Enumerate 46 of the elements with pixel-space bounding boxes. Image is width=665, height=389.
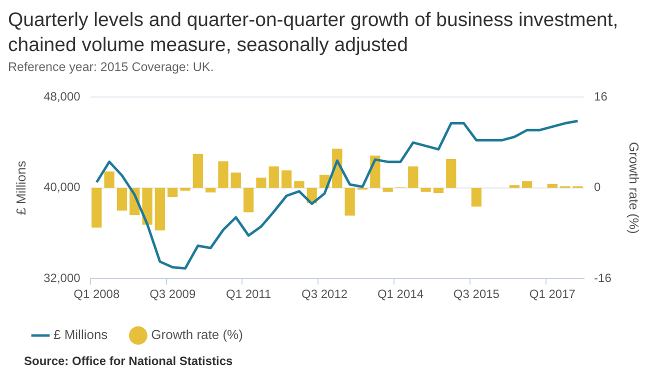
- x-tick-label: Q3 2009: [150, 287, 196, 302]
- y-axis-title: £ Millions: [13, 160, 28, 215]
- x-tick-label: Q1 2017: [529, 287, 576, 302]
- chart-title: Quarterly levels and quarter-on-quarter growth of business investment, chained volume measure, seasonally adjusted: [8, 8, 620, 58]
- y-tick-label: 40,000: [44, 180, 81, 194]
- x-tick-label: Q3 2012: [301, 287, 348, 302]
- bar: [230, 172, 241, 188]
- bar: [142, 188, 152, 225]
- x-tick-label: Q1 2011: [226, 287, 272, 302]
- bar: [192, 154, 203, 188]
- chart-subtitle: Reference year: 2015 Coverage: UK.: [8, 60, 214, 74]
- bar: [446, 158, 456, 188]
- y2-tick-label: -16: [594, 270, 612, 285]
- x-tick-label: Q1 2014: [377, 287, 424, 302]
- bar: [256, 178, 266, 188]
- bar: [382, 188, 393, 192]
- bar: [420, 188, 431, 192]
- bar: [92, 188, 102, 228]
- source-note: Source: Office for National Statistics: [24, 354, 233, 368]
- bar: [268, 166, 279, 188]
- y2-axis-title: Growth rate (%): [626, 142, 642, 234]
- bar: [180, 188, 190, 191]
- bar: [408, 166, 418, 188]
- bar: [509, 185, 520, 188]
- x-tick-label: Q1 2008: [74, 287, 120, 302]
- y2-tick-label: 0: [594, 180, 602, 194]
- legend-label: Growth rate (%): [151, 327, 243, 342]
- bar: [281, 170, 292, 188]
- bar: [243, 188, 254, 212]
- y-tick-label: 32,000: [44, 270, 81, 285]
- bar: [116, 188, 128, 211]
- bar: [471, 188, 482, 207]
- bar: [104, 171, 114, 188]
- bar: [547, 184, 558, 188]
- bar: [206, 188, 216, 192]
- bar: [168, 188, 178, 197]
- bar: [218, 161, 228, 188]
- bar: [294, 181, 304, 188]
- x-tick-label: Q3 2015: [453, 287, 500, 302]
- bar: [154, 188, 165, 230]
- bar: [522, 181, 532, 188]
- bar: [344, 188, 355, 216]
- legend-label: £ Millions: [54, 327, 108, 342]
- y-tick-label: 48,000: [44, 90, 81, 104]
- y2-tick-label: 16: [594, 90, 608, 104]
- bar: [433, 188, 444, 193]
